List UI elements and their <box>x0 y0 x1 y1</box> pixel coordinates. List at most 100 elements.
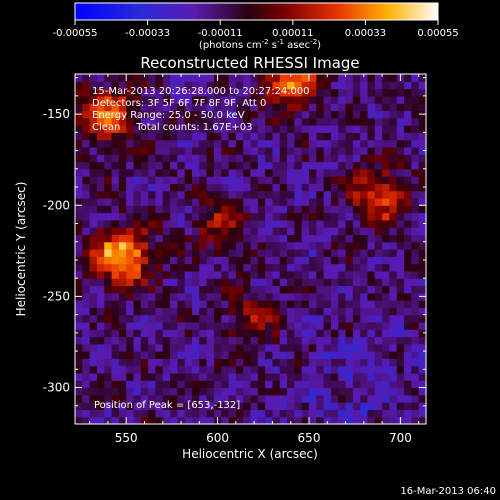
heatmap-cell <box>162 125 171 133</box>
heatmap-cell <box>287 132 295 141</box>
heatmap-cell <box>257 285 266 294</box>
heatmap-cell <box>287 197 295 206</box>
heatmap-cell <box>96 372 105 381</box>
heatmap-cell <box>287 190 295 199</box>
heatmap-cell <box>316 351 325 359</box>
heatmap-cell <box>82 270 91 279</box>
heatmap-cell <box>82 285 91 294</box>
heatmap-cell <box>250 285 259 294</box>
heatmap-cell <box>177 278 186 287</box>
heatmap-cell <box>374 387 383 396</box>
heatmap-cell <box>126 256 135 265</box>
heatmap-cell <box>382 95 391 104</box>
heatmap-cell <box>199 343 208 352</box>
heatmap-cell <box>170 270 178 279</box>
heatmap-cell <box>82 103 91 112</box>
heatmap-cell <box>404 256 412 265</box>
heatmap-cell <box>111 394 120 403</box>
heatmap-cell <box>309 409 317 418</box>
heatmap-cell <box>367 88 376 97</box>
heatmap-cell <box>352 358 361 367</box>
heatmap-cell <box>404 292 412 301</box>
heatmap-cell <box>148 394 157 403</box>
heatmap-cell <box>389 343 398 352</box>
heatmap-cell <box>250 205 259 214</box>
chart-title: Reconstructed RHESSI Image <box>140 54 359 72</box>
heatmap-cell <box>192 161 200 170</box>
heatmap-cell <box>162 197 171 206</box>
heatmap-cell <box>272 74 281 82</box>
heatmap-cell <box>330 314 339 323</box>
heatmap-cell <box>111 110 120 119</box>
heatmap-cell <box>257 351 266 359</box>
heatmap-cell <box>235 241 244 250</box>
heatmap-cell <box>389 74 398 82</box>
heatmap-cell <box>184 314 193 323</box>
heatmap-cell <box>360 110 369 119</box>
heatmap-cell <box>323 270 332 279</box>
heatmap-cell <box>235 270 244 279</box>
heatmap-cell <box>330 402 339 411</box>
heatmap-cell <box>192 329 200 338</box>
heatmap-cell <box>104 125 113 133</box>
heatmap-cell <box>184 409 193 418</box>
y-axis-label: Heliocentric Y (arcsec) <box>14 182 28 317</box>
heatmap-cell <box>404 161 412 170</box>
heatmap-cell <box>184 197 193 206</box>
heatmap-cell <box>374 278 383 287</box>
heatmap-cell <box>140 416 149 424</box>
heatmap-cell <box>126 329 135 338</box>
heatmap-cell <box>360 402 369 411</box>
heatmap-cell <box>221 197 230 206</box>
heatmap-cell <box>221 372 230 381</box>
heatmap-cell <box>235 351 244 359</box>
heatmap-cell <box>133 205 142 214</box>
heatmap-cell <box>148 416 157 424</box>
heatmap-cell <box>257 88 266 97</box>
heatmap-cell <box>309 95 317 104</box>
heatmap-cell <box>404 132 412 141</box>
heatmap-cell <box>309 132 317 141</box>
heatmap-cell <box>96 358 105 367</box>
heatmap-cell <box>411 307 420 316</box>
heatmap-cell <box>309 234 317 243</box>
heatmap-cell <box>382 234 391 243</box>
heatmap-cell <box>272 241 281 250</box>
heatmap-cell <box>133 168 142 177</box>
heatmap-cell <box>221 81 230 90</box>
heatmap-cell <box>374 176 383 184</box>
heatmap-cell <box>155 336 164 345</box>
heatmap-cell <box>367 278 376 287</box>
heatmap-cell <box>396 205 405 214</box>
heatmap-cell <box>316 285 325 294</box>
heatmap-cell <box>89 409 98 418</box>
heatmap-cell <box>352 285 361 294</box>
heatmap-cell <box>140 329 149 338</box>
heatmap-cell <box>352 263 361 272</box>
heatmap-cell <box>382 270 391 279</box>
heatmap-cell <box>316 249 325 257</box>
heatmap-cell <box>243 183 252 192</box>
heatmap-cell <box>396 176 405 184</box>
heatmap-cell <box>265 139 274 148</box>
heatmap-cell <box>235 168 244 177</box>
heatmap-cell <box>323 88 332 97</box>
heatmap-cell <box>345 103 354 112</box>
heatmap-cell <box>265 387 274 396</box>
heatmap-cell <box>177 249 186 257</box>
heatmap-cell <box>199 372 208 381</box>
heatmap-cell <box>345 263 354 272</box>
heatmap-cell <box>338 241 347 250</box>
heatmap-cell <box>345 219 354 228</box>
heatmap-cell <box>301 219 310 228</box>
heatmap-cell <box>411 394 420 403</box>
heatmap-cell <box>294 205 303 214</box>
heatmap-cell <box>82 132 91 141</box>
heatmap-cell <box>155 343 164 352</box>
heatmap-cell <box>316 394 325 403</box>
heatmap-cell <box>352 161 361 170</box>
heatmap-cell <box>82 212 91 221</box>
heatmap-cell <box>294 372 303 381</box>
heatmap-cell <box>367 263 376 272</box>
heatmap-cell <box>367 212 376 221</box>
